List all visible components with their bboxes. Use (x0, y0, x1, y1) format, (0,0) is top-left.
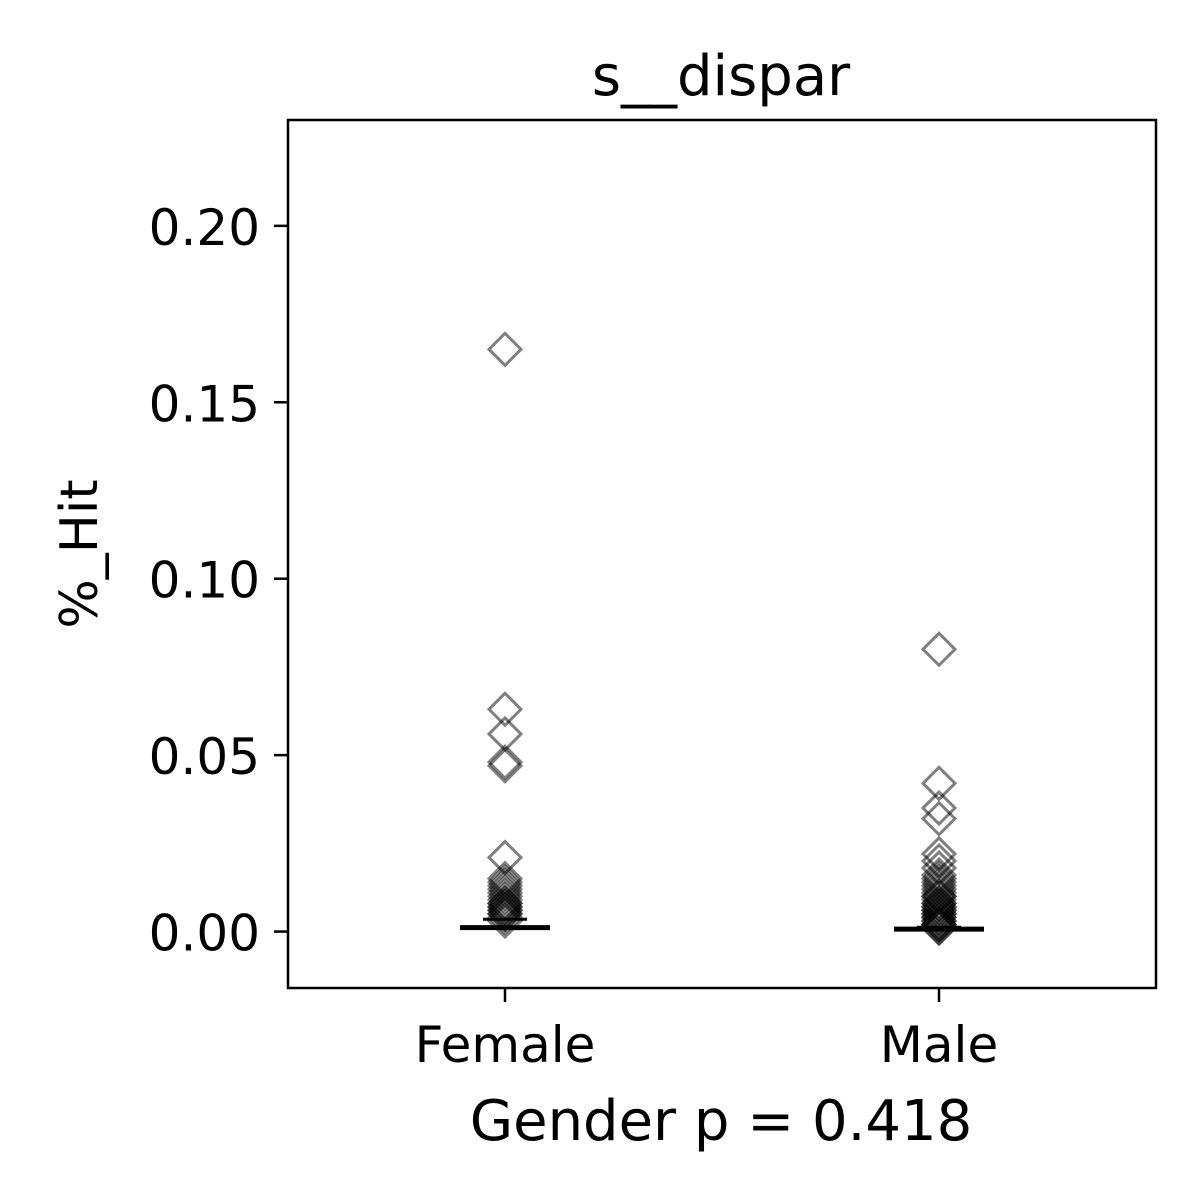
data-point (486, 744, 524, 781)
plot-frame (286, 118, 1158, 990)
data-point (920, 906, 958, 943)
data-point (920, 881, 958, 918)
data-point (920, 631, 958, 668)
data-point (486, 331, 524, 368)
x-tick-label: Male (880, 1016, 998, 1074)
y-tick-label: 0.15 (149, 375, 260, 433)
data-point (486, 881, 524, 918)
y-tick-label: 0.20 (149, 199, 260, 257)
data-point (920, 765, 958, 802)
x-tick-label: Female (415, 1016, 596, 1074)
y-tick-label: 0.00 (149, 905, 260, 963)
data-point (486, 888, 524, 925)
data-point (920, 789, 958, 827)
data-point (920, 902, 958, 940)
plot-marks (460, 331, 984, 947)
data-point (920, 909, 958, 947)
data-point (486, 902, 524, 940)
data-point (486, 878, 524, 915)
y-tick-label: 0.05 (149, 728, 260, 786)
y-axis: 0.00 0.05 0.10 0.15 0.20 (149, 199, 288, 963)
data-point (486, 899, 524, 936)
x-axis-label: Gender p = 0.418 (470, 1089, 973, 1154)
y-axis-label: %_Hit (50, 479, 110, 628)
chart-title: s__dispar (592, 44, 851, 109)
data-point (920, 800, 958, 837)
data-point (486, 691, 524, 728)
y-tick-label: 0.10 (149, 552, 260, 610)
data-point (486, 874, 524, 911)
series-female (460, 331, 550, 940)
x-axis: Female Male (415, 988, 998, 1074)
data-point (920, 899, 958, 936)
data-point (486, 747, 524, 784)
data-point (920, 888, 958, 925)
data-point (920, 885, 958, 922)
series-male (894, 631, 984, 947)
